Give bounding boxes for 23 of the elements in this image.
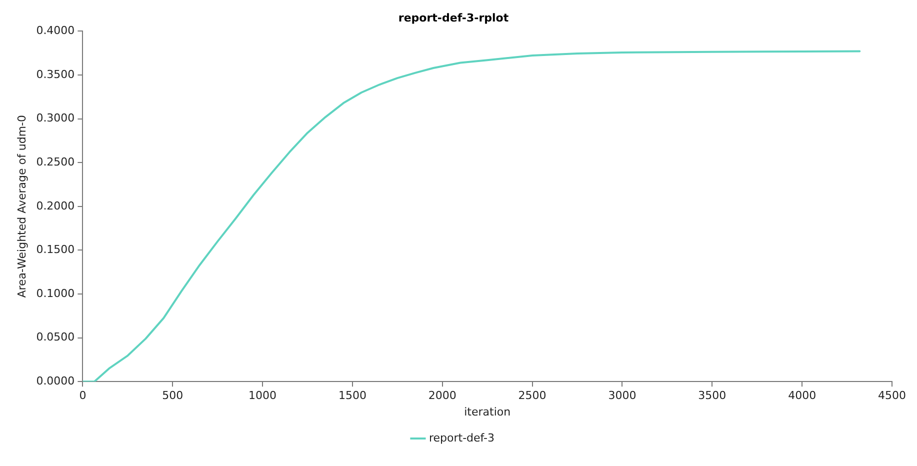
y-tick-label: 0.1000 — [36, 286, 75, 300]
x-tick-label: 2000 — [428, 389, 456, 402]
legend-label: report-def-3 — [428, 431, 495, 444]
y-tick-label: 0.3000 — [36, 112, 75, 125]
x-tick-label: 0 — [79, 389, 86, 402]
y-tick-label: 0.0500 — [36, 330, 75, 344]
y-tick-label: 0.4000 — [36, 24, 75, 38]
chart-title: report-def-3-rplot — [398, 11, 509, 24]
y-tick-label: 0.3500 — [36, 68, 75, 81]
x-tick-label: 2500 — [518, 389, 546, 402]
y-tick-label: 0.2500 — [36, 155, 75, 168]
x-tick-label: 4000 — [788, 389, 816, 402]
x-axis-title: iteration — [464, 405, 511, 418]
x-tick-label: 500 — [162, 389, 184, 402]
x-tick-label: 3500 — [698, 389, 726, 402]
x-tick-label: 4500 — [878, 389, 906, 402]
x-tick-label: 1500 — [338, 389, 366, 402]
y-axis-title: Area-Weighted Average of udm-0 — [15, 114, 28, 298]
y-tick-label: 0.1500 — [36, 243, 75, 256]
x-tick-label: 1000 — [248, 389, 277, 402]
y-tick-label: 0.2000 — [36, 199, 75, 212]
x-tick-label: 3000 — [608, 389, 636, 402]
y-tick-label: 0.0000 — [36, 374, 75, 388]
